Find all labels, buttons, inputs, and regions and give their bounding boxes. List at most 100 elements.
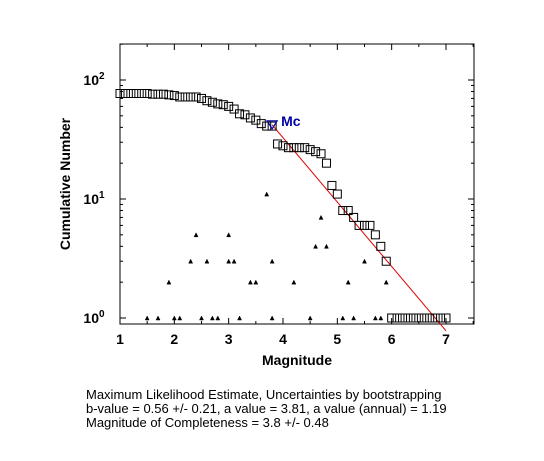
cumulative-square-point [338, 206, 348, 216]
fit-line-group [271, 124, 447, 332]
x-tick-label: 3 [225, 331, 233, 347]
cumulative-square-point [137, 89, 147, 99]
cumulative-square-point [332, 189, 342, 199]
noncumulative-triangle-point [166, 279, 172, 285]
caption-line-bvalue: b-value = 0.56 +/- 0.21, a value = 3.81,… [86, 401, 447, 416]
cumulative-square-point [376, 241, 386, 251]
axis-ticks [119, 43, 474, 324]
cumulative-square-point [158, 89, 168, 99]
noncumulative-triangle-point [340, 315, 346, 321]
plot-frame [119, 43, 475, 325]
noncumulative-triangle-point [209, 315, 215, 321]
y-tick-labels: 100 101 102 [83, 71, 105, 326]
cumulative-square-point [175, 92, 185, 102]
noncumulative-triangle-point [264, 191, 270, 197]
cumulative-square-point [224, 101, 234, 111]
cumulative-square-point [267, 121, 277, 131]
cumulative-square-point [392, 313, 402, 323]
cumulative-square-point [256, 119, 266, 129]
cumulative-square-point [131, 89, 141, 99]
cumulative-square-point [425, 313, 435, 323]
x-tick-label: 4 [279, 331, 287, 347]
cumulative-square-point [408, 313, 418, 323]
cumulative-square-point [354, 220, 364, 230]
cumulative-square-point [235, 109, 245, 119]
caption-line-mc: Magnitude of Completeness = 3.8 +/- 0.48 [86, 415, 329, 430]
noncumulative-triangle-point [199, 315, 204, 321]
cumulative-points [115, 89, 451, 323]
cumulative-square-point [321, 158, 331, 168]
cumulative-square-point [300, 143, 310, 153]
y-tick-label: 100 [83, 309, 105, 326]
cumulative-square-point [218, 100, 228, 110]
cumulative-square-point [398, 313, 408, 323]
cumulative-square-point [305, 145, 315, 155]
cumulative-square-point [327, 180, 337, 190]
noncumulative-triangle-point [215, 315, 221, 321]
mc-label: Mc [281, 113, 301, 129]
noncumulative-triangle-point [291, 279, 297, 285]
cumulative-square-point [419, 313, 429, 323]
noncumulative-triangle-point [307, 315, 313, 321]
x-tick-label: 7 [442, 331, 450, 347]
cumulative-square-point [349, 212, 359, 222]
noncumulative-triangle-point [378, 315, 384, 321]
cumulative-square-point [403, 313, 413, 323]
cumulative-square-point [262, 121, 272, 131]
noncumulative-triangle-point [237, 315, 242, 321]
cumulative-square-point [430, 313, 440, 323]
x-axis-label: Magnitude [262, 352, 332, 368]
cumulative-square-point [273, 139, 283, 149]
noncumulative-triangle-point [204, 258, 210, 264]
cumulative-square-point [229, 104, 239, 114]
x-tick-label: 6 [388, 331, 396, 347]
noncumulative-triangle-point [318, 214, 324, 220]
cumulative-square-point [115, 89, 125, 99]
noncumulative-triangle-point [144, 315, 150, 321]
cumulative-square-point [387, 313, 397, 323]
cumulative-square-point [316, 149, 326, 159]
noncumulative-triangle-point [193, 232, 199, 238]
cumulative-square-point [360, 220, 369, 230]
noncumulative-triangle-point [313, 243, 319, 249]
noncumulative-triangle-point [177, 315, 183, 321]
noncumulative-triangle-point [253, 279, 259, 285]
cumulative-square-point [311, 147, 321, 157]
cumulative-square-point [441, 313, 451, 323]
cumulative-square-point [142, 89, 152, 99]
results-caption: Maximum Likelihood Estimate, Uncertainti… [86, 388, 536, 430]
cumulative-square-point [186, 92, 196, 102]
cumulative-square-point [207, 97, 217, 107]
b-value-fit-line [271, 124, 447, 332]
noncumulative-triangle-point [247, 279, 253, 285]
x-tick-label: 5 [333, 331, 341, 347]
cumulative-square-point [381, 256, 391, 266]
cumulative-square-point [169, 91, 179, 101]
x-tick-labels: 1 2 3 4 5 6 7 [116, 331, 450, 347]
cumulative-square-point [126, 89, 136, 99]
cumulative-square-point [283, 143, 293, 153]
cumulative-square-point [148, 89, 158, 99]
y-tick-label: 102 [83, 71, 105, 88]
noncumulative-triangle-point [345, 279, 351, 285]
cumulative-square-point [240, 110, 250, 120]
cumulative-square-point [289, 143, 299, 153]
cumulative-square-point [153, 89, 163, 99]
noncumulative-triangle-point [155, 315, 161, 321]
mc-triangle-marker [266, 120, 279, 130]
cumulative-square-point [365, 220, 375, 230]
noncumulative-triangle-point [362, 258, 367, 264]
cumulative-square-point [180, 92, 190, 102]
x-tick-label: 1 [116, 331, 124, 347]
cumulative-square-point [294, 143, 304, 153]
x-tick-label: 2 [170, 331, 178, 347]
cumulative-square-point [251, 115, 261, 125]
cumulative-square-point [343, 206, 353, 216]
noncumulative-triangle-point [269, 258, 275, 264]
cumulative-square-point [213, 99, 223, 109]
cumulative-square-point [370, 230, 380, 240]
caption-line-method: Maximum Likelihood Estimate, Uncertainti… [86, 387, 442, 402]
noncumulative-triangle-point [372, 315, 378, 321]
noncumulative-triangle-point [226, 232, 232, 238]
